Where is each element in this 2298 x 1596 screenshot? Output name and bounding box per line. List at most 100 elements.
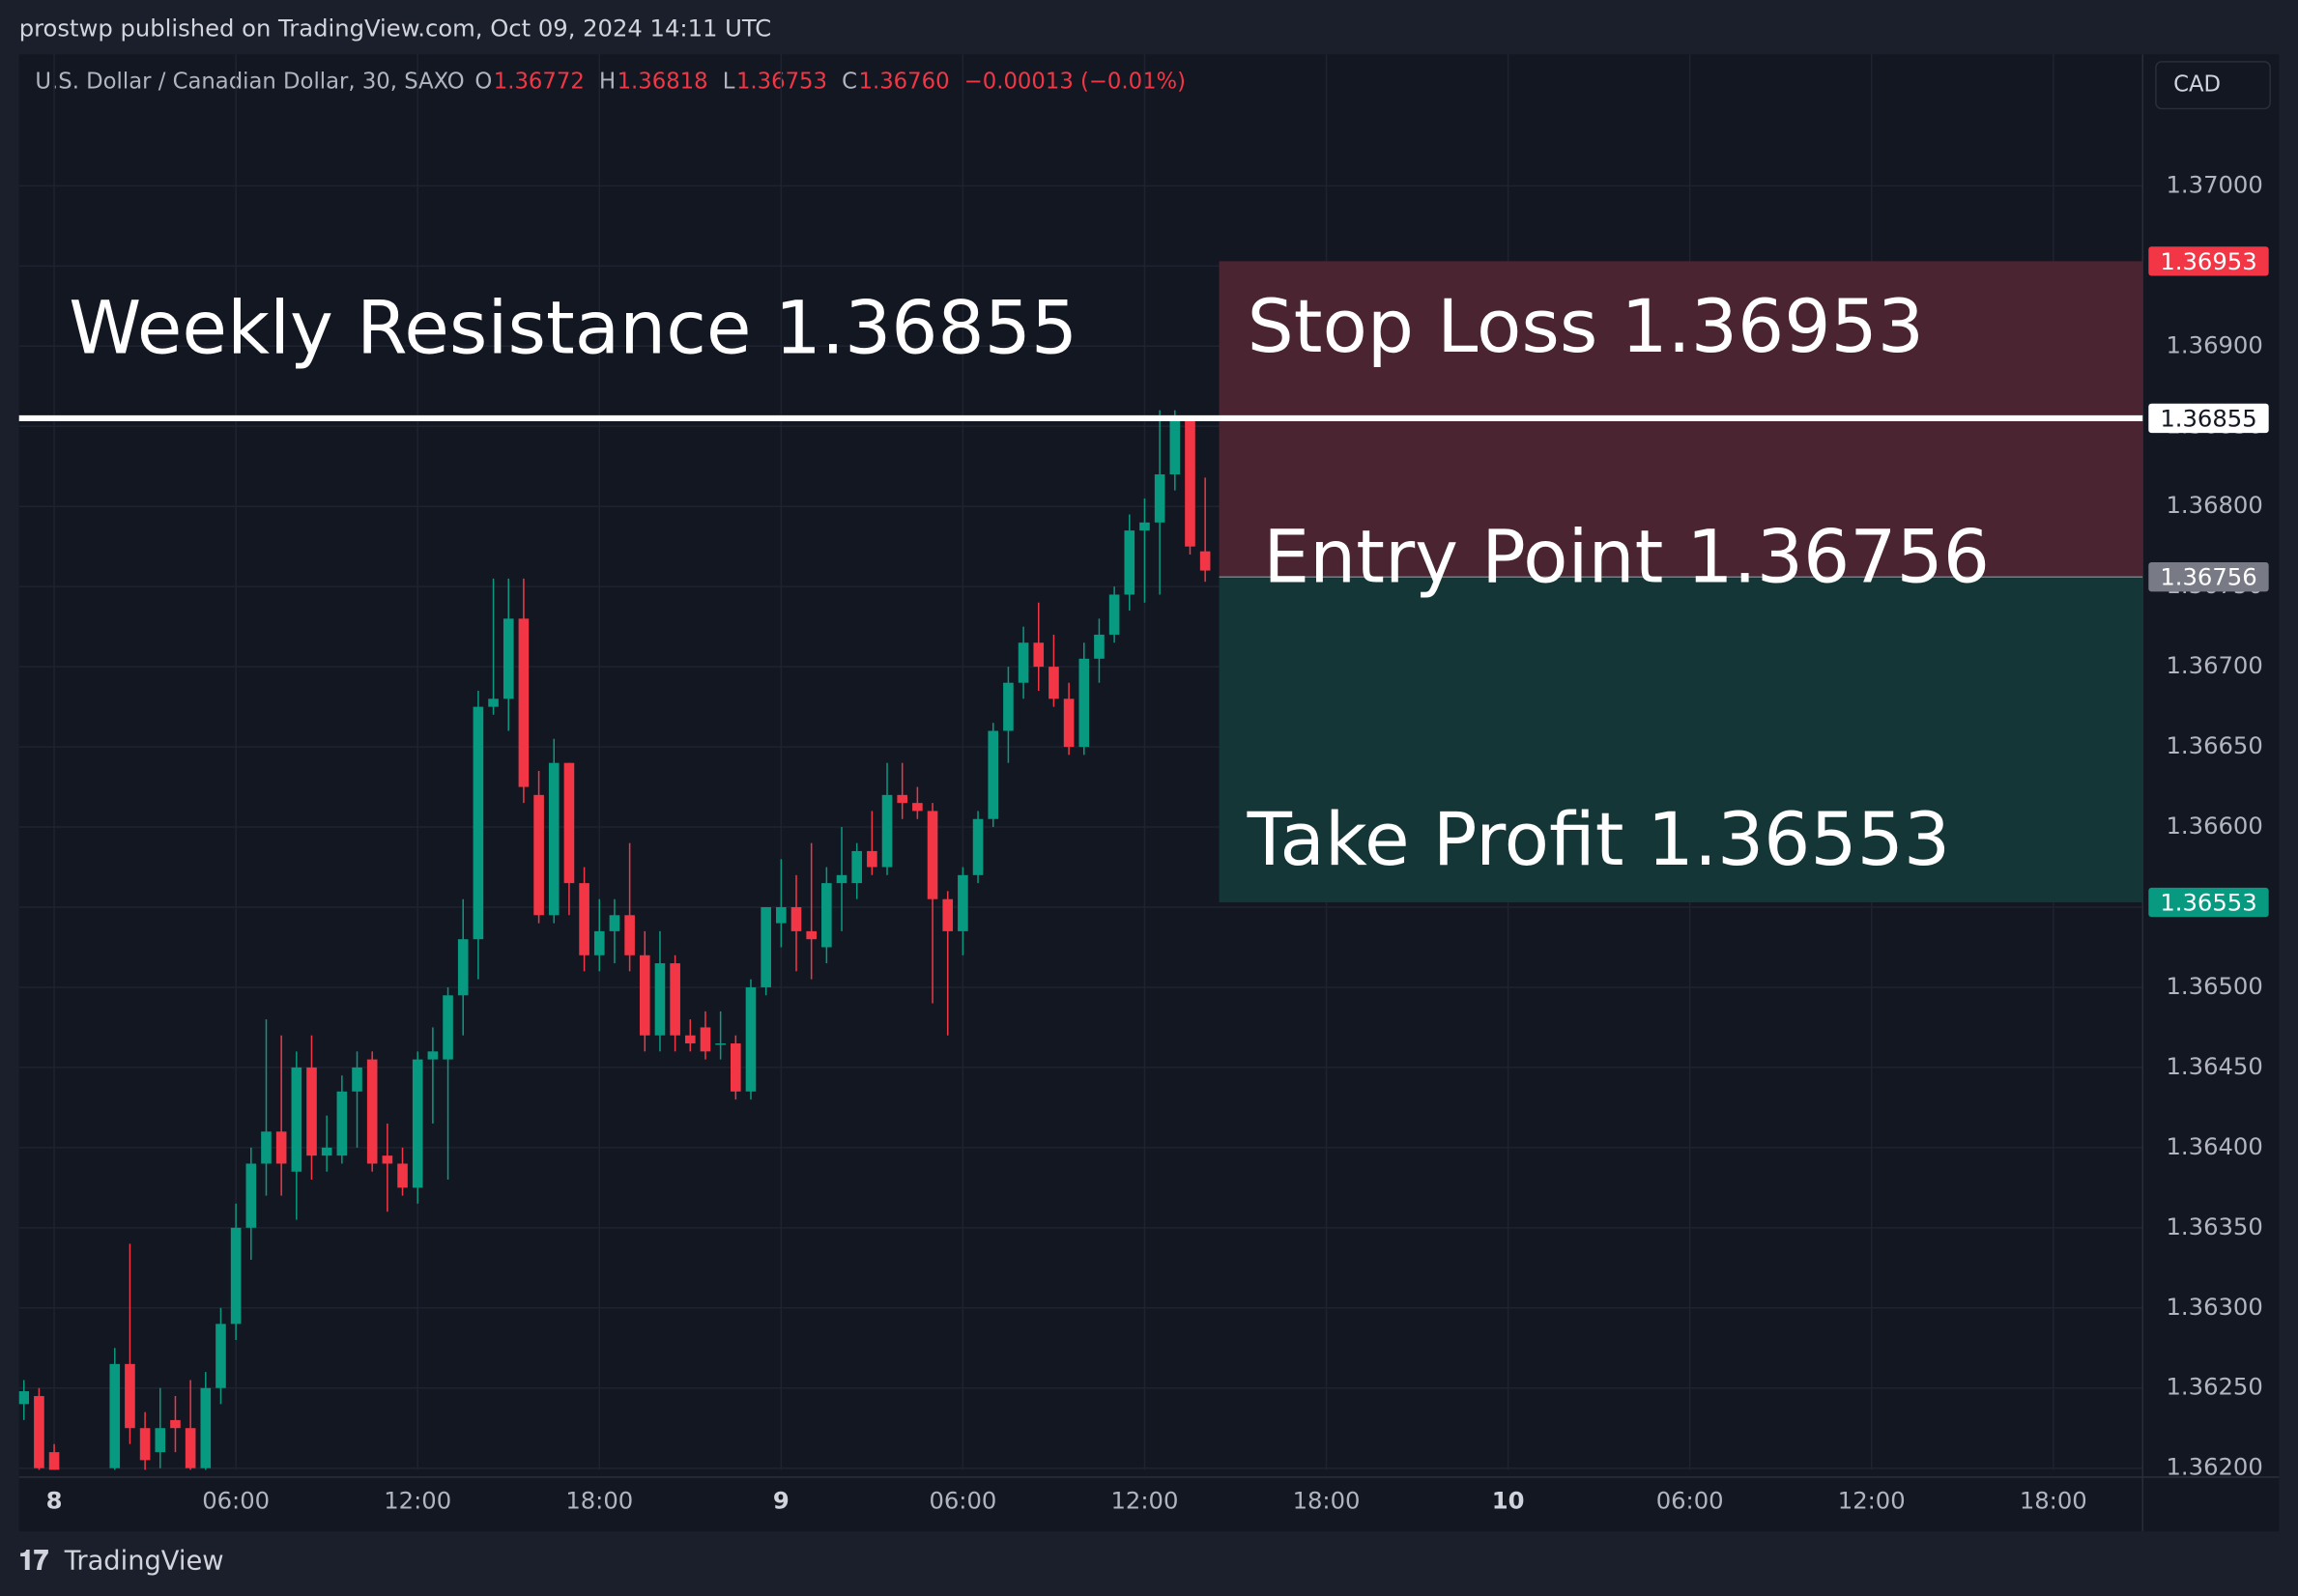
annotation: Take Profit 1.36553 — [1247, 797, 1951, 882]
candle-body — [1094, 634, 1105, 659]
ohlc-legend: O 1.36772 H 1.36818 L 1.36753 C 1.36760 −0.00013… — [474, 70, 1186, 95]
candle-body — [533, 794, 544, 916]
x-tick-label: 06:00 — [202, 1487, 270, 1515]
candle-body — [912, 803, 923, 812]
candle-body — [700, 1027, 711, 1052]
candle-body — [881, 794, 893, 868]
x-tick-label: 12:00 — [384, 1487, 451, 1515]
candle-body — [1199, 551, 1211, 571]
price-tag — [2148, 562, 2269, 592]
candle-body — [745, 986, 757, 1092]
candle-body — [867, 850, 877, 868]
candle-body — [897, 794, 908, 804]
x-tick-label: 9 — [773, 1487, 790, 1515]
candle-body — [185, 1428, 196, 1468]
candle-body — [1033, 642, 1045, 668]
candle-body — [291, 1067, 302, 1172]
candle-body — [927, 811, 938, 899]
candle-body — [48, 1452, 60, 1470]
candle-body — [684, 1035, 696, 1044]
candle-body — [245, 1163, 257, 1228]
candle-body — [1018, 642, 1029, 683]
legend-key: O — [474, 70, 492, 95]
candle-body — [457, 939, 469, 996]
candle-body — [639, 955, 650, 1036]
y-tick-label: 1.36800 — [2167, 491, 2263, 519]
candle-body — [654, 963, 666, 1036]
candle-body — [336, 1091, 348, 1156]
candle-body — [34, 1396, 44, 1468]
candle-body — [18, 1391, 30, 1405]
legend-value: 1.36818 — [618, 70, 708, 95]
candle-body — [275, 1131, 287, 1164]
candle-body — [1063, 698, 1075, 748]
candle-body — [397, 1163, 408, 1188]
candle-body — [942, 898, 954, 931]
candle-body — [366, 1059, 378, 1164]
candle-body — [790, 906, 802, 931]
candle-body — [1139, 522, 1150, 531]
y-tick-label: 1.36250 — [2167, 1373, 2263, 1401]
candle-body — [1108, 594, 1120, 635]
candle-body — [836, 874, 847, 884]
candle-body — [548, 762, 560, 916]
candle-body — [503, 618, 514, 699]
currency[interactable]: CAD — [2173, 72, 2221, 98]
candles — [18, 410, 1211, 1470]
candle-body — [624, 915, 635, 955]
legend-value: 1.36772 — [494, 70, 585, 95]
symbol: U.S. Dollar / Canadian Dollar, 30, SAXO — [35, 70, 464, 95]
y-tick-label: 1.36400 — [2167, 1132, 2263, 1160]
candle-body — [352, 1067, 362, 1092]
x-tick-label: 8 — [46, 1487, 63, 1515]
candle-body — [473, 706, 484, 940]
price-tag-label: 1.36756 — [2160, 563, 2256, 591]
y-tick-label: 1.36450 — [2167, 1052, 2263, 1080]
price-tag — [2148, 403, 2269, 434]
candle-body — [670, 963, 680, 1036]
overlays: Weekly Resistance 1.36855 Stop Loss 1.369… — [18, 246, 2269, 918]
x-tick-label: 10 — [1492, 1487, 1525, 1515]
y-tick-label: 1.36700 — [2167, 651, 2263, 679]
candle-body — [139, 1428, 151, 1461]
currency-button[interactable] — [2155, 61, 2271, 110]
candle-body — [306, 1067, 317, 1156]
candle-body — [1003, 682, 1014, 731]
price-tag-label: 1.36953 — [2160, 247, 2256, 275]
candle-body — [731, 1043, 741, 1092]
candle-body — [488, 698, 499, 707]
y-tick-label: 1.36300 — [2167, 1293, 2263, 1321]
candle-body — [443, 995, 453, 1060]
x-tick-label: 12:00 — [1838, 1487, 1906, 1515]
candle-body — [958, 874, 968, 931]
y-tick-label: 1.36600 — [2167, 812, 2263, 840]
candle-body — [170, 1419, 181, 1429]
candle-body — [200, 1387, 212, 1468]
candle-body — [155, 1428, 166, 1453]
candle-body — [215, 1324, 226, 1388]
candle-body — [972, 818, 984, 875]
legend-key: L — [723, 70, 735, 95]
candle-body — [382, 1155, 393, 1164]
candle-body — [776, 906, 787, 924]
candle-body — [109, 1363, 121, 1468]
candle-body — [518, 618, 530, 787]
candle-body — [427, 1051, 439, 1060]
candle-body — [761, 906, 771, 987]
annotation: Stop Loss 1.36953 — [1248, 284, 1924, 369]
candle-body — [1124, 530, 1135, 595]
price-tag-label: 1.36855 — [2160, 404, 2256, 432]
y-tick-label: 1.36900 — [2167, 330, 2263, 358]
candle-body — [1048, 667, 1059, 699]
legend-key: H — [599, 70, 616, 95]
candle-body — [988, 730, 999, 819]
brand: TradingView — [64, 1546, 224, 1576]
x-tick-label: 18:00 — [565, 1487, 633, 1515]
candle-body — [806, 930, 817, 940]
x-tick-label: 12:00 — [1111, 1487, 1179, 1515]
price-tag-label: 1.36553 — [2160, 889, 2256, 917]
x-tick-label: 18:00 — [2020, 1487, 2087, 1515]
price-tag — [2148, 887, 2269, 918]
candle-body — [230, 1227, 242, 1325]
